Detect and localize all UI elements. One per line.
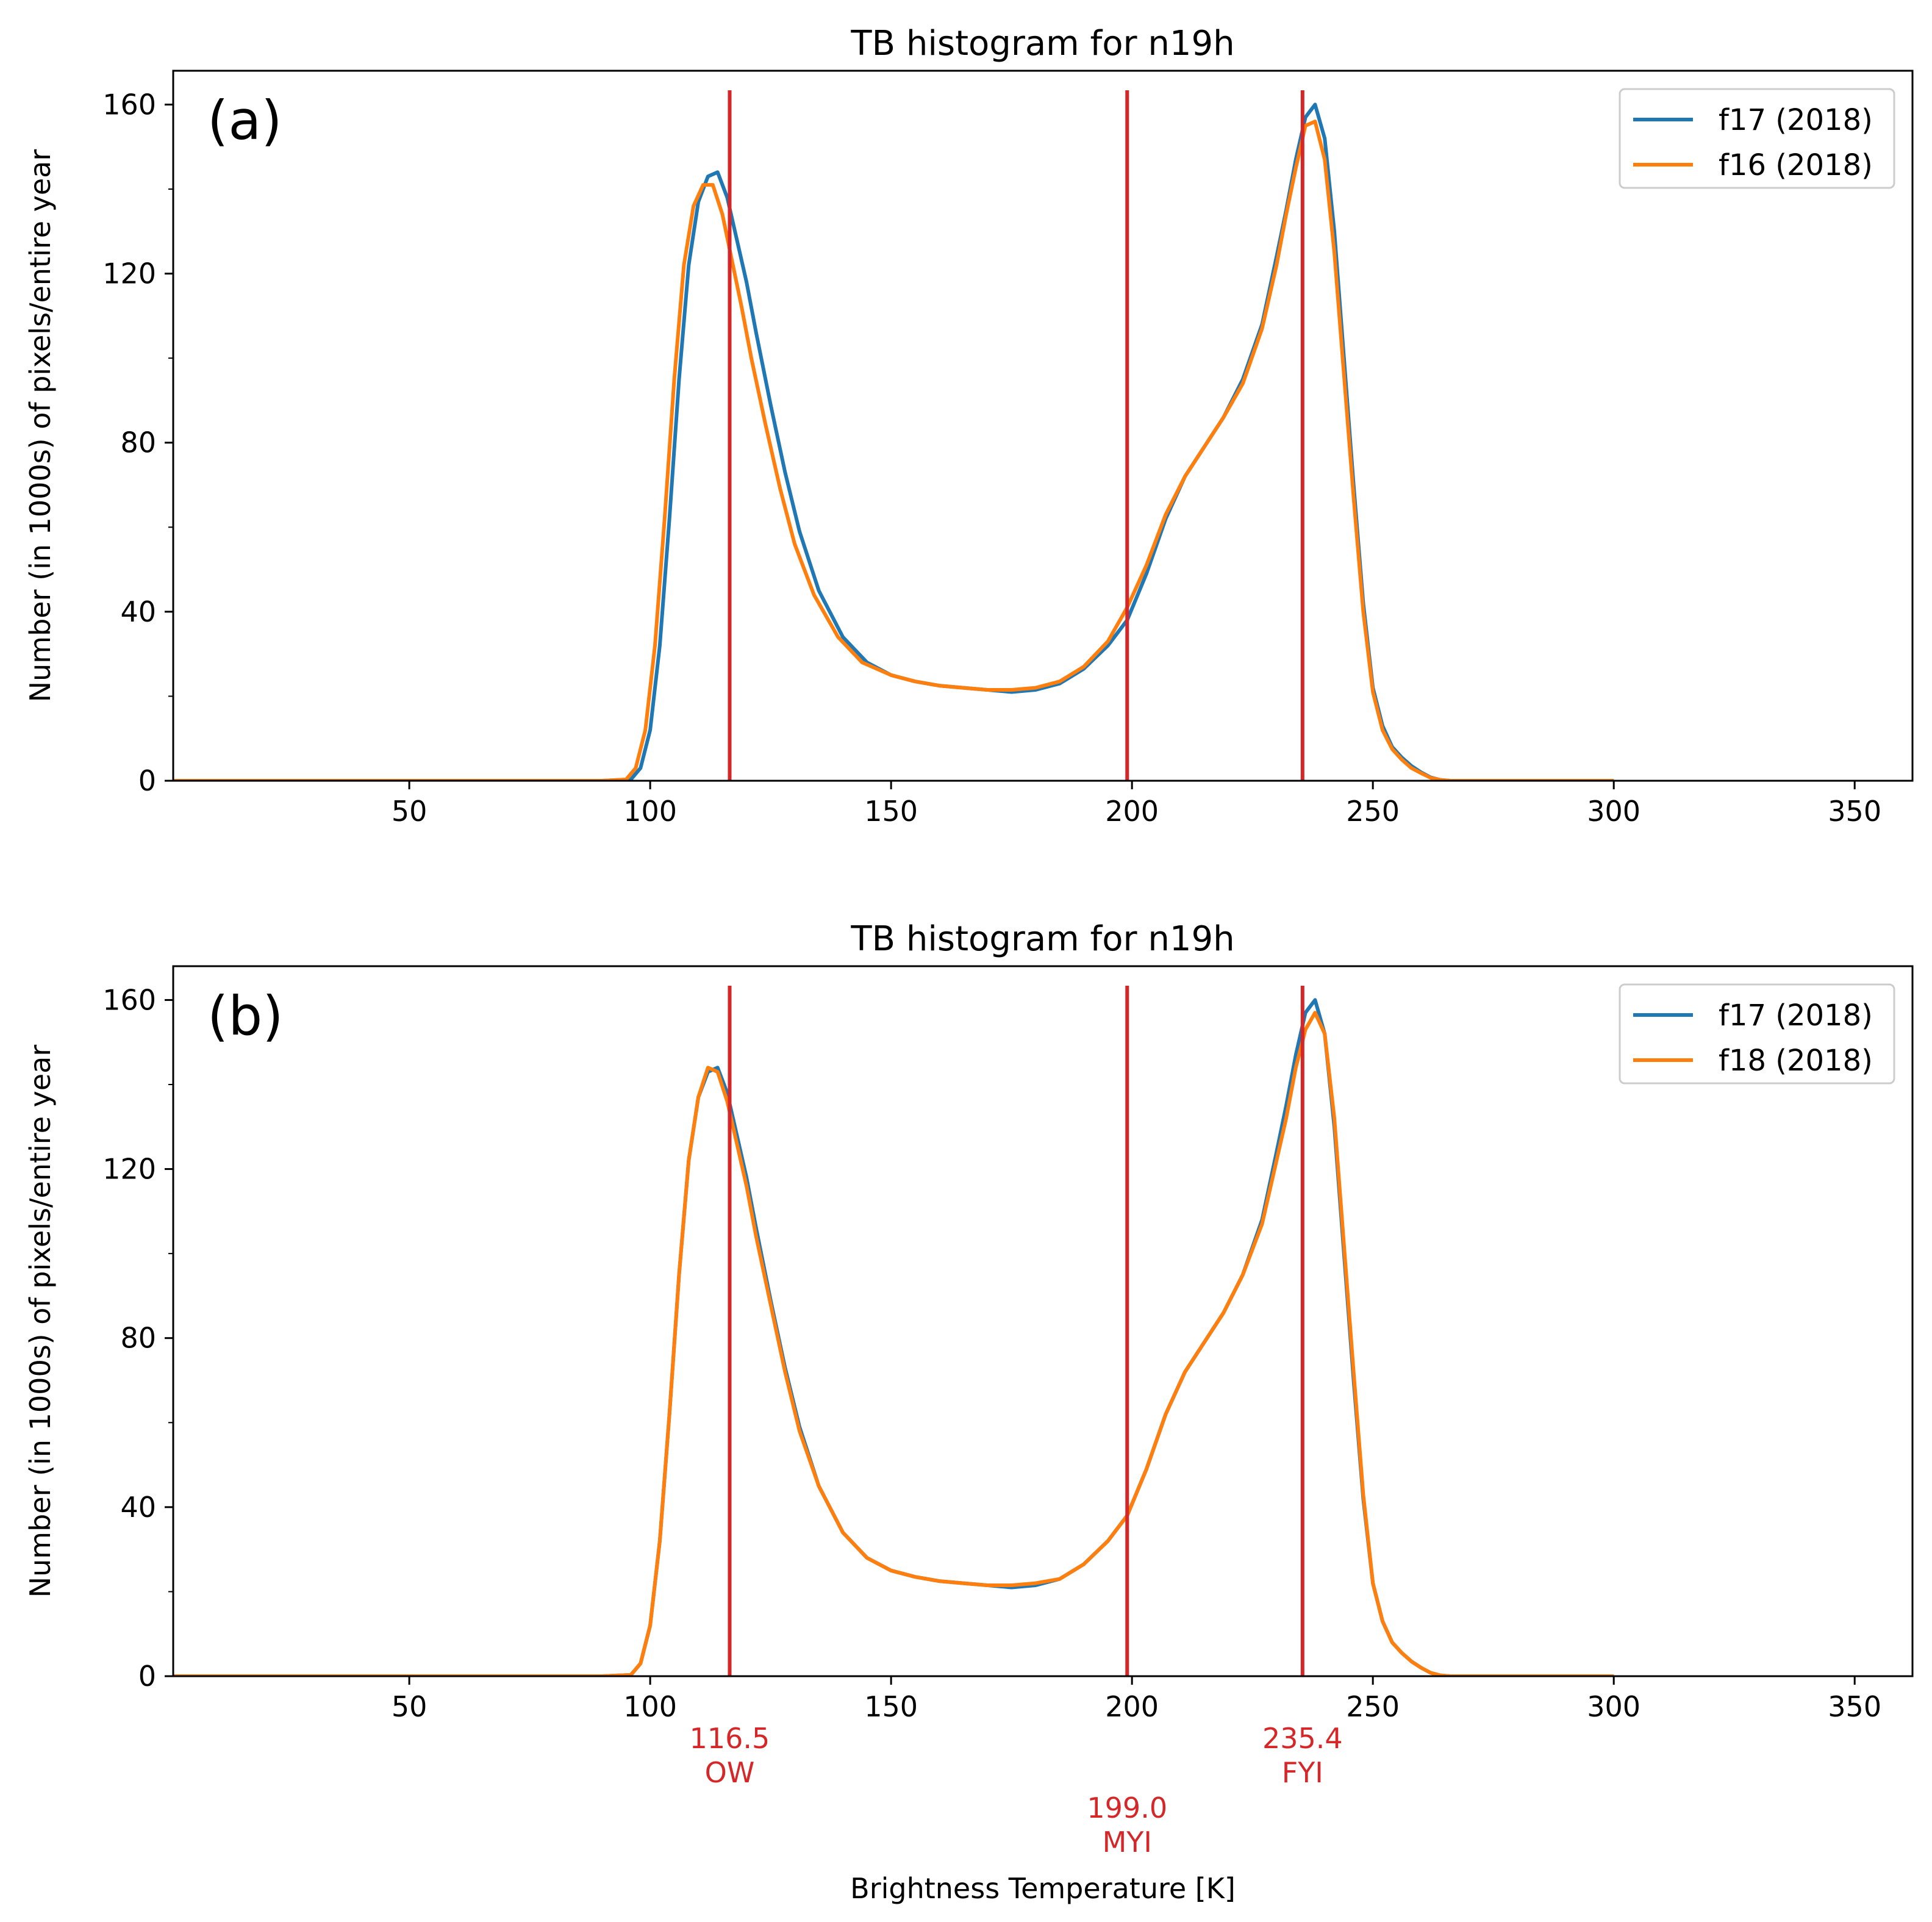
x-tick-label: 250 — [1346, 1690, 1400, 1723]
threshold-value-label: 235.4 — [1262, 1722, 1343, 1755]
panel-a: TB histogram for n19h Number (in 1000s) o… — [24, 24, 1914, 828]
x-tick-label: 300 — [1587, 795, 1640, 828]
legend-entry: f18 (2018) — [1719, 1044, 1873, 1078]
y-tick-label: 120 — [102, 257, 156, 290]
x-tick-label: 200 — [1105, 795, 1159, 828]
x-tick-label: 100 — [623, 1690, 677, 1723]
y-tick-label: 40 — [120, 595, 156, 628]
y-tick-label: 80 — [120, 1322, 156, 1355]
y-axis-label: Number (in 1000s) of pixels/entire year — [24, 1045, 57, 1598]
plot-frame — [172, 70, 1914, 782]
x-tick-label: 300 — [1587, 1690, 1640, 1723]
y-axis-label: Number (in 1000s) of pixels/entire year — [24, 149, 57, 703]
x-tick-label: 50 — [392, 795, 428, 828]
series-line-second — [173, 120, 1614, 781]
y-tick-label: 0 — [138, 764, 156, 797]
legend-entry: f17 (2018) — [1719, 999, 1873, 1033]
panel-label: (b) — [207, 984, 284, 1047]
threshold-name-label: MYI — [1103, 1826, 1152, 1859]
chart-title: TB histogram for n19h — [850, 24, 1234, 63]
x-tick-label: 250 — [1346, 795, 1400, 828]
y-tick-label: 160 — [102, 983, 156, 1016]
x-tick-label: 100 — [623, 795, 677, 828]
panel-label: (a) — [207, 89, 282, 152]
y-tick-label: 160 — [102, 88, 156, 121]
x-tick-label: 150 — [864, 1690, 918, 1723]
x-tick-label: 350 — [1828, 795, 1881, 828]
chart-title: TB histogram for n19h — [850, 919, 1234, 959]
y-tick-label: 40 — [120, 1491, 156, 1524]
legend-entry: f16 (2018) — [1719, 148, 1873, 182]
threshold-value-label: 116.5 — [690, 1722, 770, 1755]
panel-b: TB histogram for n19h Number (in 1000s) o… — [24, 919, 1914, 1859]
x-tick-label: 50 — [392, 1690, 428, 1723]
threshold-name-label: OW — [705, 1756, 755, 1789]
x-tick-label: 200 — [1105, 1690, 1159, 1723]
plot-frame — [172, 965, 1914, 1677]
x-tick-label: 350 — [1828, 1690, 1881, 1723]
y-tick-label: 80 — [120, 426, 156, 459]
x-tick-label: 150 — [864, 795, 918, 828]
threshold-name-label: FYI — [1282, 1756, 1323, 1789]
y-tick-label: 120 — [102, 1153, 156, 1186]
threshold-value-label: 199.0 — [1087, 1791, 1167, 1824]
series-line-second — [173, 1011, 1614, 1676]
x-axis-label: Brightness Temperature [K] — [850, 1872, 1236, 1905]
y-tick-label: 0 — [138, 1660, 156, 1693]
legend-entry: f17 (2018) — [1719, 103, 1873, 137]
